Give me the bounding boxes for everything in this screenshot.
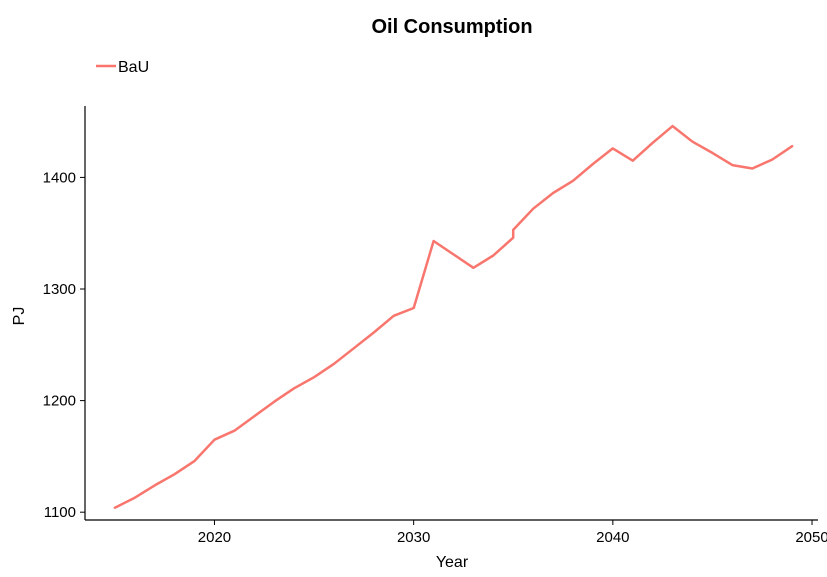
axes — [85, 106, 818, 520]
x-tick-label: 2030 — [397, 529, 430, 546]
x-tick-label: 2050 — [795, 529, 827, 546]
axis-ticks: 2020 2030 2040 2050 1100 1200 1300 1400 — [43, 169, 827, 546]
chart-title: Oil Consumption — [371, 16, 532, 38]
y-tick-label: 1400 — [43, 169, 76, 186]
x-tick-label: 2040 — [596, 529, 629, 546]
x-tick-label: 2020 — [198, 529, 231, 546]
y-tick-label: 1200 — [43, 393, 76, 410]
y-tick-label: 1100 — [44, 504, 76, 521]
series-lines — [115, 126, 792, 508]
y-tick-label: 1300 — [43, 281, 76, 298]
x-axis-label: Year — [436, 554, 469, 571]
legend: BaU — [96, 59, 149, 76]
legend-label: BaU — [118, 59, 149, 76]
series-line-bau — [115, 126, 792, 508]
y-axis-label: PJ — [11, 307, 28, 326]
